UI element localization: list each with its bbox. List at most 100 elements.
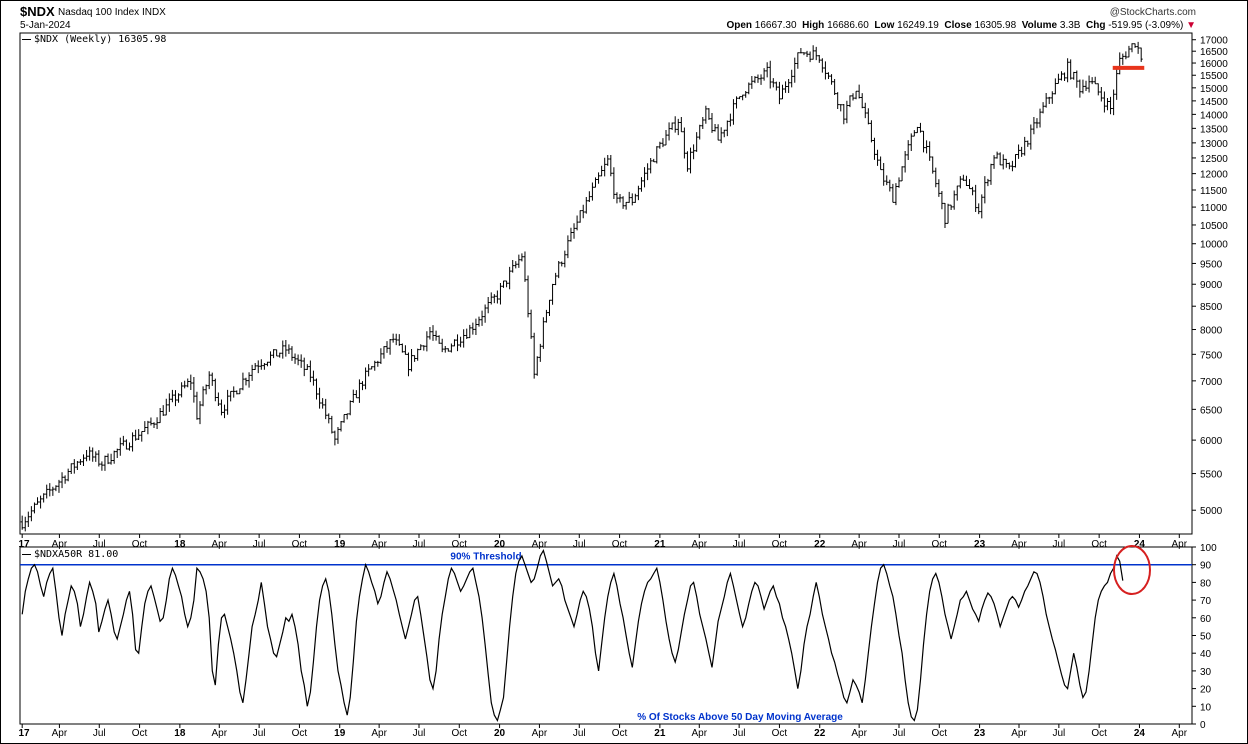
price-bar	[520, 253, 524, 262]
price-bar	[459, 336, 463, 348]
price-ytick-label: 14000	[1200, 110, 1228, 121]
price-bar	[980, 194, 984, 219]
price-bar	[695, 132, 699, 152]
price-bar	[768, 60, 772, 89]
price-bar	[348, 400, 352, 416]
price-bar	[670, 122, 674, 130]
price-ytick-label: 9500	[1200, 259, 1223, 270]
price-bar	[1059, 71, 1063, 81]
price-bar	[210, 372, 214, 386]
price-bar	[692, 144, 696, 160]
price-bar	[860, 93, 864, 109]
price-bar	[808, 51, 812, 63]
price-bar	[897, 177, 901, 188]
price-bar	[192, 377, 196, 403]
price-bar	[269, 351, 273, 366]
chg-value: -519.95 (-3.09%)	[1108, 20, 1184, 31]
price-xtick-label: Oct	[292, 539, 308, 550]
price-bar	[823, 61, 827, 80]
price-xtick-label: Jul	[1052, 539, 1065, 550]
price-bar	[977, 203, 981, 215]
price-bar	[600, 165, 604, 177]
price-bar	[112, 450, 116, 464]
price-bar	[1081, 79, 1085, 94]
price-bar	[646, 163, 650, 181]
ohlc-readout: Open 16667.30 High 16686.60 Low 16249.19…	[726, 20, 1196, 31]
price-bar	[863, 102, 867, 119]
indicator-legend-text: $NDXA50R 81.00	[34, 549, 119, 560]
price-bar	[701, 117, 705, 130]
price-bar	[624, 201, 628, 210]
price-bar	[256, 360, 260, 374]
price-xtick-label: Jul	[573, 539, 586, 550]
indicator-ytick-label: 90	[1200, 561, 1212, 572]
indicator-xtick-label: 24	[1134, 728, 1146, 739]
indicator-xtick-label: Apr	[52, 728, 68, 739]
price-bar	[989, 163, 993, 185]
price-bar	[735, 96, 739, 109]
legend-line-icon	[22, 553, 31, 555]
low-value: 16249.19	[897, 20, 939, 31]
price-bar	[1072, 71, 1076, 80]
price-bar	[784, 81, 788, 93]
price-bar	[722, 129, 726, 138]
price-bar	[180, 382, 184, 398]
price-bar	[725, 120, 729, 137]
price-bar	[351, 389, 355, 403]
price-xtick-label: Jul	[253, 539, 266, 550]
price-bar	[869, 120, 873, 143]
price-bar	[446, 348, 450, 352]
price-bar	[75, 460, 79, 470]
price-bar	[465, 328, 469, 340]
price-bar	[1121, 53, 1125, 65]
price-bar	[1096, 83, 1100, 96]
price-ytick-label: 7000	[1200, 377, 1223, 388]
price-bar	[952, 190, 956, 210]
price-bar	[293, 353, 297, 364]
price-ytick-label: 10000	[1200, 240, 1228, 251]
indicator-xtick-label: 23	[974, 728, 986, 739]
price-bar	[342, 414, 346, 423]
exchange-label: INDX	[141, 7, 166, 18]
price-bar	[327, 413, 331, 424]
price-bar	[1063, 72, 1067, 82]
symbol-title: $NDX	[20, 4, 55, 19]
price-bar	[82, 454, 86, 466]
price-bar	[376, 360, 380, 367]
indicator-title: % Of Stocks Above 50 Day Moving Average	[637, 712, 843, 723]
price-bar	[60, 472, 64, 489]
price-bar	[186, 378, 190, 388]
price-xtick-label: 23	[974, 539, 986, 550]
price-bar	[109, 453, 113, 465]
price-bar	[290, 346, 294, 361]
open-label: Open	[726, 20, 753, 31]
price-bar	[777, 81, 781, 105]
price-bar	[857, 84, 861, 99]
price-bar	[397, 334, 401, 346]
indicator-ytick-label: 10	[1200, 702, 1212, 713]
price-bar	[1139, 47, 1143, 62]
indicator-xtick-label: 20	[494, 728, 506, 739]
price-bar	[554, 272, 558, 286]
price-bar	[250, 364, 254, 381]
price-bar	[894, 183, 898, 206]
indicator-xtick-label: Jul	[253, 728, 266, 739]
price-bar	[318, 387, 322, 409]
price-xtick-label: 18	[174, 539, 186, 550]
indicator-xtick-label: Apr	[1011, 728, 1027, 739]
price-bar	[367, 364, 371, 377]
price-bar	[934, 167, 938, 188]
price-bar	[170, 389, 174, 403]
price-bar	[511, 260, 515, 273]
indicator-xtick-label: Apr	[1172, 728, 1188, 739]
price-bar	[544, 309, 548, 323]
price-bar	[413, 355, 417, 362]
price-bar	[949, 204, 953, 210]
price-xtick-label: Oct	[451, 539, 467, 550]
price-xtick-label: Jul	[893, 539, 906, 550]
price-bar	[839, 104, 843, 112]
price-bar	[284, 340, 288, 357]
price-bar	[287, 344, 291, 354]
price-bar	[636, 185, 640, 201]
price-bar	[333, 430, 337, 446]
